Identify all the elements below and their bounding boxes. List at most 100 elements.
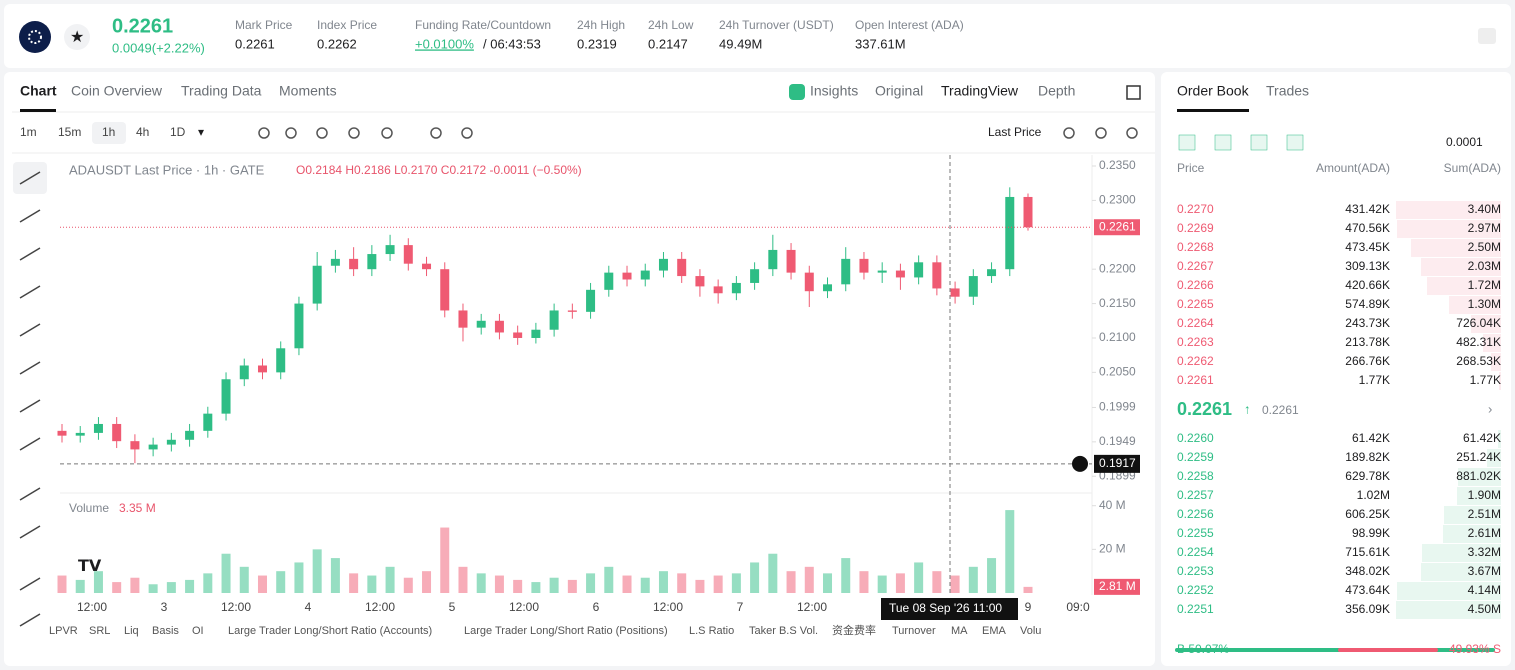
volume-bar xyxy=(804,566,814,593)
indicator[interactable]: Large Trader Long/Short Ratio (Positions… xyxy=(464,625,668,637)
x-tick-label: 09:0 xyxy=(1066,600,1090,614)
candle-body xyxy=(458,310,468,328)
indicator[interactable]: EMA xyxy=(982,625,1007,637)
indicator[interactable]: SRL xyxy=(89,625,110,637)
add-order-button[interactable] xyxy=(1072,455,1088,472)
tool-icon[interactable] xyxy=(19,171,41,185)
volume-bar xyxy=(93,571,103,593)
depth-bar xyxy=(1396,201,1501,219)
indicator[interactable]: L.S Ratio xyxy=(689,625,734,637)
indicator[interactable]: Liq xyxy=(124,625,139,637)
favorite-button[interactable] xyxy=(64,24,90,50)
settings-button[interactable] xyxy=(1478,28,1496,44)
candle-body xyxy=(622,272,632,280)
volume-bar xyxy=(75,579,85,593)
indicator[interactable]: Turnover xyxy=(892,625,936,637)
book-cell: 2.97M xyxy=(1468,221,1501,235)
book-cell: 0.2263 xyxy=(1177,335,1214,349)
book-cell: 0.2267 xyxy=(1177,259,1214,273)
view-tab[interactable]: TradingView xyxy=(941,83,1019,99)
tab[interactable]: Moments xyxy=(279,83,337,99)
indicator[interactable]: Volu xyxy=(1020,625,1041,637)
volume-bar xyxy=(403,577,413,593)
crosshair-price-label: 0.1917 xyxy=(1099,456,1136,470)
indicator[interactable]: Large Trader Long/Short Ratio (Accounts) xyxy=(228,625,432,637)
indicator[interactable]: Taker B.S Vol. xyxy=(749,625,818,637)
tool-icon[interactable] xyxy=(19,399,41,413)
tab[interactable]: Chart xyxy=(20,83,57,99)
volume-bar xyxy=(185,579,195,593)
view-tab[interactable]: Insights xyxy=(810,83,858,99)
book-tab[interactable]: Trades xyxy=(1266,83,1309,99)
interval[interactable]: 1m xyxy=(20,125,37,139)
volume-bar xyxy=(695,579,705,593)
tool-icon[interactable] xyxy=(19,285,41,299)
book-view-toggle[interactable] xyxy=(1250,134,1268,151)
x-tick-label: 12:00 xyxy=(221,600,251,614)
price-source[interactable]: Last Price xyxy=(988,125,1042,139)
interval[interactable]: 1h xyxy=(102,125,115,139)
toolbar-icon[interactable] xyxy=(1063,127,1075,139)
volume-bar xyxy=(513,579,523,593)
candle-body xyxy=(257,365,267,373)
indicator[interactable]: MA xyxy=(951,625,968,637)
tab[interactable]: Trading Data xyxy=(181,83,262,99)
indicator[interactable]: LPVR xyxy=(49,625,78,637)
view-tab[interactable]: Original xyxy=(875,83,923,99)
toolbar-icon[interactable] xyxy=(461,127,473,139)
toolbar-icon[interactable] xyxy=(381,127,393,139)
book-view-toggle[interactable] xyxy=(1178,134,1196,151)
tick-size[interactable]: 0.0001 xyxy=(1446,135,1483,149)
toolbar-icon[interactable] xyxy=(1095,127,1107,139)
candle-body xyxy=(75,432,85,436)
indicator[interactable]: Basis xyxy=(152,625,179,637)
candle-body xyxy=(567,310,577,312)
candle-body xyxy=(166,439,176,445)
book-cell: 0.2257 xyxy=(1177,488,1214,502)
depth-bar xyxy=(1397,582,1501,600)
view-tab[interactable]: Depth xyxy=(1038,83,1075,99)
indicator[interactable]: OI xyxy=(192,625,204,637)
toolbar-icon[interactable] xyxy=(285,127,297,139)
tool-icon[interactable] xyxy=(19,323,41,337)
tool-icon[interactable] xyxy=(19,437,41,451)
candle-body xyxy=(786,249,796,273)
ai-icon xyxy=(789,84,805,100)
tool-icon[interactable] xyxy=(19,247,41,261)
book-view-toggle[interactable] xyxy=(1286,134,1304,151)
interval[interactable]: 4h xyxy=(136,125,149,139)
book-tab[interactable]: Order Book xyxy=(1177,83,1250,99)
book-cell: 482.31K xyxy=(1456,335,1501,349)
tab[interactable]: Coin Overview xyxy=(71,83,163,99)
coin-logo-mark xyxy=(28,30,42,44)
volume-current: 3.35 M xyxy=(119,501,156,515)
tool-icon[interactable] xyxy=(19,487,41,501)
book-mark-price: 0.2261 xyxy=(1262,403,1299,417)
chevron[interactable]: › xyxy=(1488,401,1492,416)
interval[interactable]: 1D xyxy=(170,125,186,139)
candle-body xyxy=(494,320,504,333)
candle-body xyxy=(440,269,450,311)
tool-icon[interactable] xyxy=(19,613,41,627)
y-tick-label: 0.1999 xyxy=(1099,400,1136,414)
tool-icon[interactable] xyxy=(19,577,41,591)
candle-body xyxy=(677,258,687,277)
volume-bar xyxy=(531,582,541,593)
toolbar-icon[interactable] xyxy=(258,127,270,139)
toolbar-icon[interactable] xyxy=(348,127,360,139)
price-change: 0.0049(+2.22%) xyxy=(112,40,205,55)
toolbar-icon[interactable] xyxy=(430,127,442,139)
volume-bar xyxy=(294,562,304,593)
book-view-toggle[interactable] xyxy=(1214,134,1232,151)
book-cell: 2.50M xyxy=(1468,240,1501,254)
tool-icon[interactable] xyxy=(19,361,41,375)
tool-icon[interactable] xyxy=(19,525,41,539)
volume-bar xyxy=(895,573,905,593)
volume-bar xyxy=(312,549,322,593)
toolbar-icon[interactable] xyxy=(316,127,328,139)
indicator[interactable]: 资金费率 xyxy=(832,623,876,637)
tool-icon[interactable] xyxy=(19,209,41,223)
fullscreen-button[interactable] xyxy=(1126,85,1141,100)
toolbar-icon[interactable] xyxy=(1126,127,1138,139)
interval[interactable]: 15m xyxy=(58,125,81,139)
